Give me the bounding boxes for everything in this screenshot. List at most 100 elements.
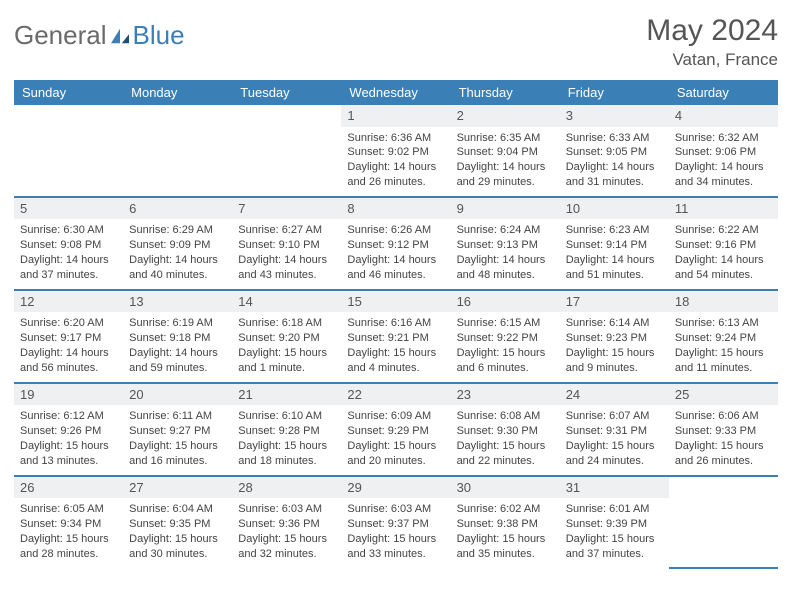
calendar-day-cell: 10 Sunrise: 6:23 AMSunset: 9:14 PMDayligh… [560, 197, 669, 290]
day-number: 25 [669, 384, 778, 406]
day-info: Sunrise: 6:29 AMSunset: 9:09 PMDaylight:… [129, 223, 226, 282]
day-number: 12 [14, 291, 123, 313]
month-title: May 2024 [646, 14, 778, 48]
day-number: 23 [451, 384, 560, 406]
calendar-day-cell: 6Sunrise: 6:29 AMSunset: 9:09 PMDaylight… [123, 197, 232, 290]
calendar-day-cell: 28Sunrise: 6:03 AMSunset: 9:36 PMDayligh… [232, 476, 341, 568]
day-number: 19 [14, 384, 123, 406]
day-number: 2 [451, 105, 560, 127]
day-info: Sunrise: 6:02 AMSunset: 9:38 PMDaylight:… [457, 502, 554, 561]
day-info: Sunrise: 6:24 AMSunset: 9:13 PMDaylight:… [457, 223, 554, 282]
day-info: Sunrise: 6:32 AMSunset: 9:06 PMDaylight:… [675, 131, 772, 190]
calendar-day-cell: 20Sunrise: 6:11 AMSunset: 9:27 PMDayligh… [123, 383, 232, 476]
location: Vatan, France [646, 50, 778, 70]
day-info: Sunrise: 6:26 AMSunset: 9:12 PMDaylight:… [347, 223, 444, 282]
day-info: Sunrise: 6:23 AMSunset: 9:14 PMDaylight:… [566, 223, 663, 282]
calendar-empty-cell [14, 105, 123, 197]
day-number: 15 [341, 291, 450, 313]
day-info: Sunrise: 6:19 AMSunset: 9:18 PMDaylight:… [129, 316, 226, 375]
calendar-day-cell: 5 Sunrise: 6:30 AMSunset: 9:08 PMDaylight… [14, 197, 123, 290]
day-info: Sunrise: 6:12 AMSunset: 9:26 PMDaylight:… [20, 409, 117, 468]
day-number: 30 [451, 477, 560, 499]
calendar-week-row: 19 Sunrise: 6:12 AMSunset: 9:26 PMDayligh… [14, 383, 778, 476]
day-number: 14 [232, 291, 341, 313]
calendar-empty-cell [123, 105, 232, 197]
day-number: 17 [560, 291, 669, 313]
calendar-day-cell: 21 Sunrise: 6:10 AMSunset: 9:28 PMDayligh… [232, 383, 341, 476]
day-info: Sunrise: 6:10 AMSunset: 9:28 PMDaylight:… [238, 409, 335, 468]
day-info: Sunrise: 6:11 AMSunset: 9:27 PMDaylight:… [129, 409, 226, 468]
calendar-week-row: 5 Sunrise: 6:30 AMSunset: 9:08 PMDaylight… [14, 197, 778, 290]
day-info: Sunrise: 6:06 AMSunset: 9:33 PMDaylight:… [675, 409, 772, 468]
day-number: 16 [451, 291, 560, 313]
calendar-day-cell: 1 Sunrise: 6:36 AMSunset: 9:02 PMDaylight… [341, 105, 450, 197]
calendar-day-cell: 15 Sunrise: 6:16 AMSunset: 9:21 PMDayligh… [341, 290, 450, 383]
day-info: Sunrise: 6:04 AMSunset: 9:35 PMDaylight:… [129, 502, 226, 561]
calendar-day-cell: 29Sunrise: 6:03 AMSunset: 9:37 PMDayligh… [341, 476, 450, 568]
day-number: 27 [123, 477, 232, 499]
day-info: Sunrise: 6:36 AMSunset: 9:02 PMDaylight:… [347, 131, 444, 190]
day-info: Sunrise: 6:09 AMSunset: 9:29 PMDaylight:… [347, 409, 444, 468]
calendar-header-row: SundayMondayTuesdayWednesdayThursdayFrid… [14, 80, 778, 105]
day-number: 22 [341, 384, 450, 406]
calendar-day-cell: 27 Sunrise: 6:04 AMSunset: 9:35 PMDayligh… [123, 476, 232, 568]
day-number: 10 [560, 198, 669, 220]
weekday-header: Tuesday [232, 80, 341, 105]
header: General Blue May 2024 Vatan, France [14, 14, 778, 70]
weekday-header: Monday [123, 80, 232, 105]
day-info: Sunrise: 6:18 AMSunset: 9:20 PMDaylight:… [238, 316, 335, 375]
calendar-day-cell: 19 Sunrise: 6:12 AMSunset: 9:26 PMDayligh… [14, 383, 123, 476]
day-number: 8 [341, 198, 450, 220]
calendar-day-cell: 24Sunrise: 6:07 AMSunset: 9:31 PMDayligh… [560, 383, 669, 476]
day-info: Sunrise: 6:07 AMSunset: 9:31 PMDaylight:… [566, 409, 663, 468]
day-info: Sunrise: 6:16 AMSunset: 9:21 PMDaylight:… [347, 316, 444, 375]
sail-icon [109, 27, 131, 45]
day-number: 1 [341, 105, 450, 127]
weekday-header: Wednesday [341, 80, 450, 105]
calendar-day-cell: 26 Sunrise: 6:05 AMSunset: 9:34 PMDayligh… [14, 476, 123, 568]
calendar-empty-cell [232, 105, 341, 197]
day-number: 9 [451, 198, 560, 220]
day-number: 3 [560, 105, 669, 127]
day-info: Sunrise: 6:27 AMSunset: 9:10 PMDaylight:… [238, 223, 335, 282]
day-info: Sunrise: 6:14 AMSunset: 9:23 PMDaylight:… [566, 316, 663, 375]
calendar-day-cell: 4 Sunrise: 6:32 AMSunset: 9:06 PMDaylight… [669, 105, 778, 197]
day-info: Sunrise: 6:13 AMSunset: 9:24 PMDaylight:… [675, 316, 772, 375]
day-number: 26 [14, 477, 123, 499]
weekday-header: Friday [560, 80, 669, 105]
weekday-header: Thursday [451, 80, 560, 105]
day-info: Sunrise: 6:03 AMSunset: 9:36 PMDaylight:… [238, 502, 335, 561]
day-info: Sunrise: 6:05 AMSunset: 9:34 PMDaylight:… [20, 502, 117, 561]
day-number: 7 [232, 198, 341, 220]
day-number: 5 [14, 198, 123, 220]
calendar-day-cell: 9 Sunrise: 6:24 AMSunset: 9:13 PMDaylight… [451, 197, 560, 290]
calendar-day-cell: 8 Sunrise: 6:26 AMSunset: 9:12 PMDaylight… [341, 197, 450, 290]
day-info: Sunrise: 6:08 AMSunset: 9:30 PMDaylight:… [457, 409, 554, 468]
calendar-day-cell: 31 Sunrise: 6:01 AMSunset: 9:39 PMDayligh… [560, 476, 669, 568]
calendar-day-cell: 2Sunrise: 6:35 AMSunset: 9:04 PMDaylight… [451, 105, 560, 197]
day-number: 11 [669, 198, 778, 220]
day-number: 4 [669, 105, 778, 127]
day-number: 21 [232, 384, 341, 406]
day-number: 31 [560, 477, 669, 499]
calendar-day-cell: 18Sunrise: 6:13 AMSunset: 9:24 PMDayligh… [669, 290, 778, 383]
weekday-header: Sunday [14, 80, 123, 105]
day-info: Sunrise: 6:30 AMSunset: 9:08 PMDaylight:… [20, 223, 117, 282]
calendar-day-cell: 22 Sunrise: 6:09 AMSunset: 9:29 PMDayligh… [341, 383, 450, 476]
calendar-empty-cell [669, 476, 778, 568]
brand-part1: General [14, 20, 107, 51]
weekday-header: Saturday [669, 80, 778, 105]
calendar-day-cell: 11 Sunrise: 6:22 AMSunset: 9:16 PMDayligh… [669, 197, 778, 290]
calendar-day-cell: 17 Sunrise: 6:14 AMSunset: 9:23 PMDayligh… [560, 290, 669, 383]
day-info: Sunrise: 6:20 AMSunset: 9:17 PMDaylight:… [20, 316, 117, 375]
calendar-day-cell: 16Sunrise: 6:15 AMSunset: 9:22 PMDayligh… [451, 290, 560, 383]
day-info: Sunrise: 6:22 AMSunset: 9:16 PMDaylight:… [675, 223, 772, 282]
calendar-day-cell: 3Sunrise: 6:33 AMSunset: 9:05 PMDaylight… [560, 105, 669, 197]
calendar-day-cell: 30 Sunrise: 6:02 AMSunset: 9:38 PMDayligh… [451, 476, 560, 568]
day-number: 29 [341, 477, 450, 499]
day-info: Sunrise: 6:01 AMSunset: 9:39 PMDaylight:… [566, 502, 663, 561]
day-number: 13 [123, 291, 232, 313]
title-block: May 2024 Vatan, France [646, 14, 778, 70]
brand-part2: Blue [133, 20, 185, 51]
brand-logo: General Blue [14, 14, 185, 51]
